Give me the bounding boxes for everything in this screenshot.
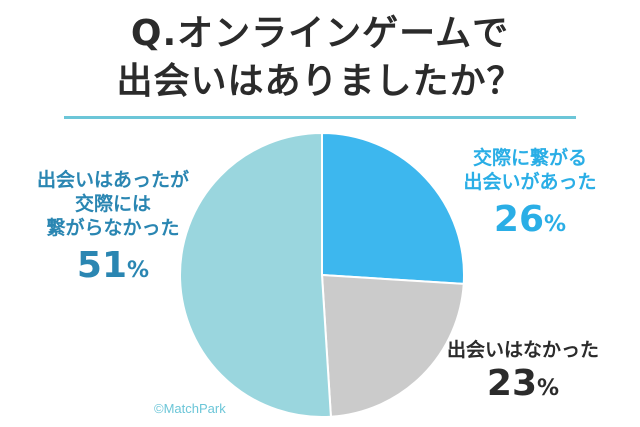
credit-text: ©MatchPark <box>154 401 226 416</box>
slice-label-dating: 交際に繋がる 出会いがあった 26% <box>430 146 630 247</box>
pie-slice-dating <box>321 131 465 285</box>
slice-value-met-no-dating: 51% <box>76 245 150 286</box>
title-line-2: 出会いはありましたか？ <box>116 61 524 102</box>
title-line-1: Q.オンラインゲームで <box>130 13 510 54</box>
pie-slice-none <box>320 273 465 418</box>
slice-label-none-line-1: 出会いはなかった <box>446 339 599 361</box>
slice-label-met-line-1: 出会いはあったが <box>36 169 189 191</box>
slice-label-met-no-dating: 出会いはあったが 交際には 繋がらなかった 51% <box>8 168 218 293</box>
slice-label-met-line-3: 繋がらなかった <box>46 217 180 239</box>
title-divider <box>64 116 576 119</box>
slice-label-met-line-2: 交際には <box>74 193 151 215</box>
slice-value-dating: 26% <box>493 199 567 240</box>
slice-value-none: 23% <box>486 363 560 404</box>
slice-label-dating-line-2: 出会いがあった <box>463 171 597 193</box>
slice-label-none: 出会いはなかった 23% <box>418 338 628 411</box>
chart-title: Q.オンラインゲームで 出会いはありましたか？ <box>0 10 640 106</box>
slice-label-dating-line-1: 交際に繋がる <box>472 147 587 169</box>
pie-slice-met-no-dating <box>179 131 332 418</box>
